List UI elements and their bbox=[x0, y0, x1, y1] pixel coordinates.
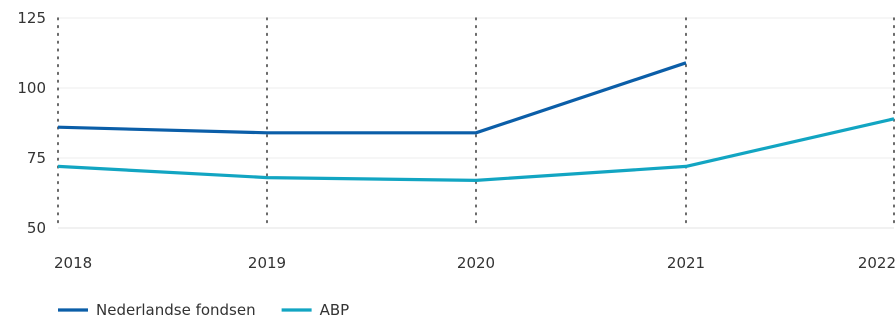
y-tick-label-75: 75 bbox=[27, 149, 46, 167]
x-tick-label-2022: 2022 bbox=[858, 254, 896, 272]
x-tick-label-2019: 2019 bbox=[248, 254, 286, 272]
gridlines bbox=[57, 17, 895, 229]
legend-label-0: Nederlandse fondsen bbox=[96, 301, 256, 319]
y-tick-label-100: 100 bbox=[17, 79, 46, 97]
x-tick-label-2020: 2020 bbox=[457, 254, 495, 272]
x-tick-label-2018: 2018 bbox=[54, 254, 92, 272]
tick-labels: 50 75 100 125 2018 2019 2020 2021 2022 bbox=[17, 9, 896, 272]
x-tick-label-2021: 2021 bbox=[667, 254, 705, 272]
legend: Nederlandse fondsen ABP bbox=[58, 301, 349, 319]
y-tick-label-125: 125 bbox=[17, 9, 46, 27]
series-lines bbox=[57, 61, 895, 182]
series-line-0 bbox=[57, 61, 687, 135]
y-tick-label-50: 50 bbox=[27, 219, 46, 237]
legend-item-1: ABP bbox=[281, 301, 350, 319]
legend-label-1: ABP bbox=[320, 301, 350, 319]
legend-item-0: Nederlandse fondsen bbox=[58, 301, 256, 319]
series-line-1 bbox=[57, 117, 895, 182]
